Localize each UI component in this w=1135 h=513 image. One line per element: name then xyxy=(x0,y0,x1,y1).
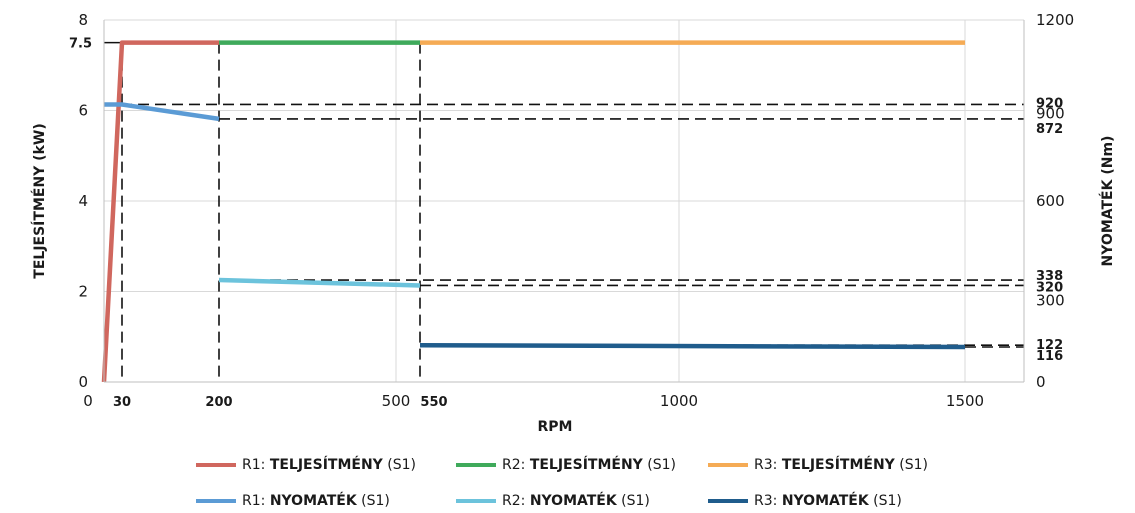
series-line-5 xyxy=(218,277,421,288)
x-tick-label: 200 xyxy=(205,395,232,410)
x-tick-labels: 0 30 200 500 550 1000 1500 xyxy=(83,392,984,410)
left-tick-label: 7.5 xyxy=(69,37,92,52)
reference-lines xyxy=(104,41,1024,382)
right-tick-label: 338 xyxy=(1036,269,1063,284)
legend-item-r2-nyomatek[interactable]: R2: NYOMATÉK (S1) xyxy=(456,489,650,513)
legend-item-r1-nyomatek[interactable]: R1: NYOMATÉK (S1) xyxy=(196,489,390,513)
legend-label: R2: TELJESÍTMÉNY (S1) xyxy=(502,457,676,473)
legend-label: R3: NYOMATÉK (S1) xyxy=(754,493,902,509)
series-line-6 xyxy=(419,342,966,350)
legend-label: R1: NYOMATÉK (S1) xyxy=(242,493,390,509)
legend-item-r3-teljesitmeny[interactable]: R3: TELJESÍTMÉNY (S1) xyxy=(708,453,928,477)
legend-swatch xyxy=(196,463,236,467)
legend-swatch xyxy=(456,463,496,467)
legend-swatch xyxy=(196,499,236,503)
legend-item-r3-nyomatek[interactable]: R3: NYOMATÉK (S1) xyxy=(708,489,902,513)
x-tick-label: 550 xyxy=(420,395,447,410)
left-tick-label: 2 xyxy=(78,283,88,301)
right-tick-label: 900 xyxy=(1036,105,1065,123)
right-tick-label: 300 xyxy=(1036,292,1065,310)
right-tick-label: 116 xyxy=(1036,349,1063,364)
legend-swatch xyxy=(708,499,748,503)
right-tick-label: 920 xyxy=(1036,96,1063,111)
legend-row-2: R1: NYOMATÉK (S1) R2: NYOMATÉK (S1) R3: … xyxy=(0,489,1135,513)
right-tick-label: 320 xyxy=(1036,280,1063,295)
y-axis-right-title: NYOMATÉK (Nm) xyxy=(1099,136,1116,267)
legend-swatch xyxy=(456,499,496,503)
series-line-4 xyxy=(104,102,220,122)
x-tick-label: 1500 xyxy=(946,392,984,410)
left-tick-label: 8 xyxy=(78,11,88,29)
left-tick-labels: 0 2 4 6 7.5 8 xyxy=(69,11,92,391)
axes xyxy=(103,20,1025,383)
legend-label: R1: TELJESÍTMÉNY (S1) xyxy=(242,457,416,473)
x-tick-label: 0 xyxy=(83,392,93,410)
left-tick-label: 4 xyxy=(78,192,88,210)
legend-item-r1-teljesitmeny[interactable]: R1: TELJESÍTMÉNY (S1) xyxy=(196,453,416,477)
left-tick-label: 0 xyxy=(78,373,88,391)
x-tick-label: 500 xyxy=(382,392,411,410)
legend-swatch xyxy=(708,463,748,467)
right-tick-label: 0 xyxy=(1036,373,1046,391)
legend-row-1: R1: TELJESÍTMÉNY (S1) R2: TELJESÍTMÉNY (… xyxy=(0,453,1135,477)
y-axis-left-title: TELJESÍTMÉNY (kW) xyxy=(31,123,48,278)
series-lines xyxy=(101,40,966,383)
legend-label: R3: TELJESÍTMÉNY (S1) xyxy=(754,457,928,473)
right-tick-label: 1200 xyxy=(1036,11,1074,29)
legend-item-r2-teljesitmeny[interactable]: R2: TELJESÍTMÉNY (S1) xyxy=(456,453,676,477)
x-axis-title: RPM xyxy=(538,419,573,435)
x-tick-label: 1000 xyxy=(660,392,698,410)
series-line-1 xyxy=(101,40,219,383)
right-tick-label: 600 xyxy=(1036,192,1065,210)
right-tick-label: 872 xyxy=(1036,122,1063,137)
left-tick-label: 6 xyxy=(78,102,88,120)
legend-label: R2: NYOMATÉK (S1) xyxy=(502,493,650,509)
gridlines xyxy=(104,19,1024,382)
x-tick-label: 30 xyxy=(113,395,131,410)
right-tick-label: 122 xyxy=(1036,338,1063,353)
